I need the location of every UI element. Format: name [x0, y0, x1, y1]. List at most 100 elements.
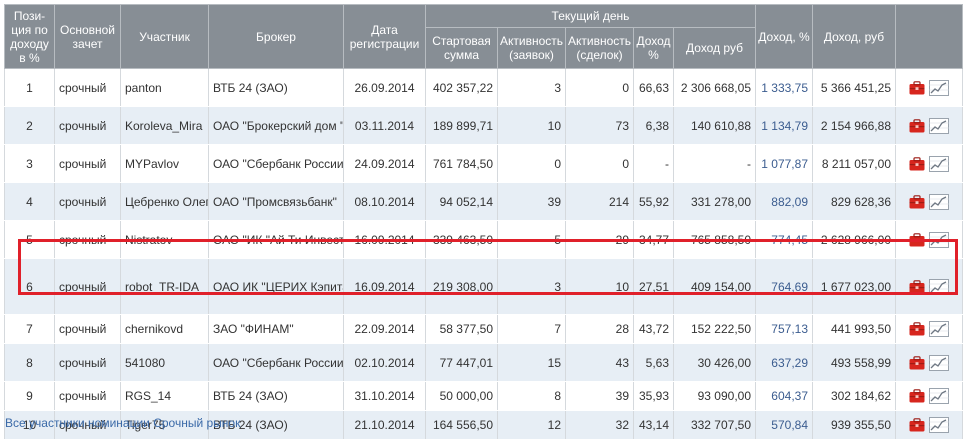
cell-day-pct: 6,38: [633, 106, 674, 145]
cell-participant[interactable]: Nistratov: [120, 220, 209, 259]
cell-day-rub: 2 306 668,05: [673, 68, 756, 107]
cell-participant[interactable]: Tiger75: [120, 410, 209, 440]
cell-participant[interactable]: Koroleva_Mira: [120, 106, 209, 145]
cell-account: срочный: [54, 258, 121, 315]
briefcase-icon[interactable]: [909, 418, 925, 432]
cell-activity-orders: 3: [497, 258, 566, 315]
header-participant[interactable]: Участник: [120, 4, 209, 69]
cell-participant[interactable]: chernikovd: [120, 314, 209, 344]
header-day-rub[interactable]: Доход руб: [673, 27, 756, 69]
chart-icon[interactable]: [929, 388, 949, 404]
table-row: 10 срочный Tiger75 ВТБ 24 (ЗАО) 21.10.2014 16…: [4, 410, 963, 440]
briefcase-icon[interactable]: [909, 279, 925, 294]
cell-start-sum: 189 899,71: [425, 106, 498, 145]
cell-day-pct-text: 27,51: [638, 279, 669, 294]
cell-reg-date-text: 21.10.2014: [354, 418, 415, 432]
cell-activity-deals-text: 10: [615, 279, 629, 294]
cell-activity-orders: 39: [497, 182, 566, 221]
header-start-sum[interactable]: Стартовая сумма: [425, 27, 498, 69]
header-broker[interactable]: Брокер: [208, 4, 344, 69]
table-row: 6 срочный robot_TR-IDA ОАО ИК "ЦЕРИХ Кэпита…: [4, 258, 963, 315]
cell-participant[interactable]: robot_TR-IDA: [120, 258, 209, 315]
cell-total-pct-text: 570,84: [771, 418, 808, 432]
cell-actions: [895, 144, 963, 183]
cell-day-rub-text: 765 858,50: [690, 232, 751, 247]
cell-position: 4: [4, 182, 55, 221]
cell-total-rub: 441 993,50: [812, 314, 896, 344]
briefcase-icon[interactable]: [909, 232, 925, 247]
cell-day-rub: -: [673, 144, 756, 183]
header-day-pct[interactable]: Доход %: [633, 27, 674, 69]
rating-table: Пози-ция по доходу в % Основной зачет Уч…: [4, 4, 963, 440]
briefcase-icon[interactable]: [909, 156, 925, 171]
cell-participant[interactable]: 541080: [120, 343, 209, 382]
cell-position: 10: [4, 410, 55, 440]
cell-start-sum: 94 052,14: [425, 182, 498, 221]
chart-icon[interactable]: [929, 79, 949, 96]
cell-account: срочный: [54, 410, 121, 440]
briefcase-icon[interactable]: [909, 194, 925, 209]
cell-activity-deals-text: 28: [615, 322, 629, 336]
cell-activity-orders: 10: [497, 106, 566, 145]
cell-start-sum: 50 000,00: [425, 381, 498, 411]
chart-icon[interactable]: [929, 321, 949, 337]
cell-start-sum-text: 94 052,14: [439, 194, 493, 209]
briefcase-icon[interactable]: [909, 355, 925, 370]
briefcase-icon[interactable]: [909, 80, 925, 95]
cell-participant[interactable]: Цебренко Олег: [120, 182, 209, 221]
cell-activity-orders: 5: [497, 220, 566, 259]
cell-participant-text: Koroleva_Mira: [125, 118, 203, 133]
cell-day-pct: 43,14: [633, 410, 674, 440]
chart-icon[interactable]: [929, 117, 949, 134]
cell-total-rub-text: 5 366 451,25: [820, 80, 891, 95]
chart-icon[interactable]: [929, 155, 949, 172]
cell-total-pct: 604,37: [755, 381, 813, 411]
cell-account: срочный: [54, 144, 121, 183]
cell-total-rub-text: 493 558,99: [830, 355, 891, 370]
header-activity-deals[interactable]: Активность (сделок): [565, 27, 634, 69]
header-account[interactable]: Основной зачет: [54, 4, 121, 69]
cell-day-pct-text: 34,77: [638, 232, 669, 247]
cell-broker: ВТБ 24 (ЗАО): [208, 68, 344, 107]
cell-participant[interactable]: panton: [120, 68, 209, 107]
chart-icon[interactable]: [929, 278, 949, 295]
cell-activity-orders-text: 15: [547, 355, 561, 370]
header-activity-orders[interactable]: Активность (заявок): [497, 27, 566, 69]
cell-activity-orders-text: 3: [554, 279, 561, 294]
header-position[interactable]: Пози-ция по доходу в %: [4, 4, 55, 69]
cell-position-text: 8: [26, 355, 33, 370]
chart-icon[interactable]: [929, 417, 949, 433]
cell-participant-text: Цебренко Олег: [125, 194, 209, 209]
cell-day-pct-text: 35,93: [638, 389, 669, 403]
cell-activity-deals-text: 0: [622, 156, 629, 171]
chart-icon[interactable]: [929, 354, 949, 371]
cell-activity-deals: 43: [565, 343, 634, 382]
header-reg-date[interactable]: Дата регистрации: [343, 4, 426, 69]
cell-position-text: 2: [26, 118, 33, 133]
cell-start-sum: 164 556,50: [425, 410, 498, 440]
all-participants-link[interactable]: Все участники номинации Срочный рынок: [5, 416, 241, 430]
cell-position-text: 5: [26, 232, 33, 247]
cell-start-sum-text: 77 447,01: [439, 355, 493, 370]
cell-broker: ОАО "Промсвязьбанк": [208, 182, 344, 221]
cell-position: 7: [4, 314, 55, 344]
cell-start-sum-text: 761 784,50: [432, 156, 493, 171]
cell-broker-text: ОАО "Брокерский дом "ОТКРЫТИЕ": [213, 118, 343, 133]
header-total-rub[interactable]: Доход, руб: [812, 4, 896, 69]
briefcase-icon[interactable]: [909, 389, 925, 403]
chart-icon[interactable]: [929, 193, 949, 210]
cell-day-rub-text: 2 306 668,05: [680, 80, 751, 95]
cell-day-rub-text: 140 610,88: [690, 118, 751, 133]
cell-broker-text: ОАО "Сбербанк России": [213, 355, 344, 370]
chart-icon[interactable]: [929, 231, 949, 248]
briefcase-icon[interactable]: [909, 118, 925, 133]
cell-participant-text: MYPavlov: [125, 156, 180, 171]
briefcase-icon[interactable]: [909, 322, 925, 336]
cell-total-pct-text: 1 077,87: [761, 156, 808, 171]
cell-participant[interactable]: RGS_14: [120, 381, 209, 411]
cell-actions: [895, 106, 963, 145]
cell-participant[interactable]: MYPavlov: [120, 144, 209, 183]
cell-total-pct: 882,09: [755, 182, 813, 221]
cell-broker-text: ВТБ 24 (ЗАО): [213, 80, 288, 95]
header-total-pct[interactable]: Доход, %: [755, 4, 813, 69]
